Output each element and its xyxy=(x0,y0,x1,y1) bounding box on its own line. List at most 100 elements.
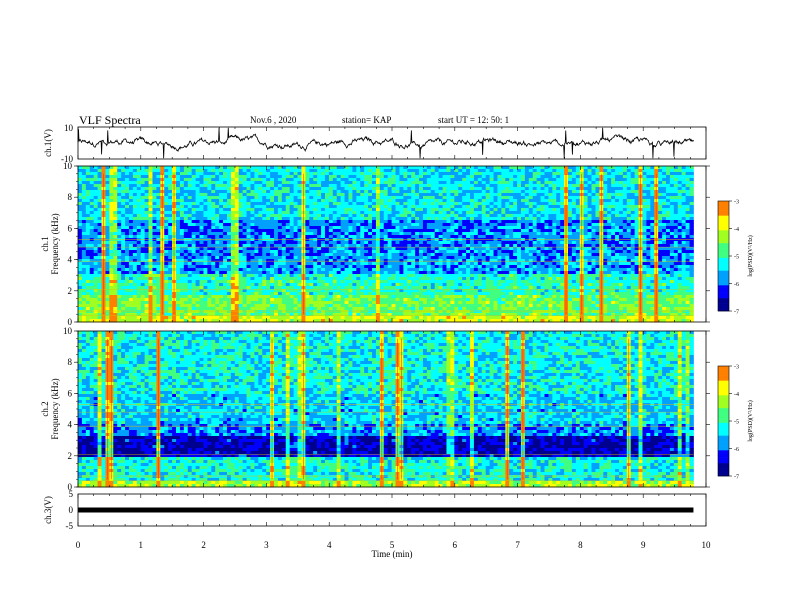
spectrogram-cell xyxy=(379,223,385,227)
spectrogram-cell xyxy=(113,190,118,194)
spectrogram-cell xyxy=(615,205,620,209)
spectrogram-cell xyxy=(493,211,498,215)
spectrogram-cell xyxy=(595,196,600,200)
spectrogram-cell xyxy=(176,226,181,230)
spectrogram-cell xyxy=(611,202,616,206)
spectrogram-cell xyxy=(140,193,146,197)
spectrogram-cell xyxy=(128,220,134,224)
spectrogram-cell xyxy=(305,190,310,194)
spectrogram-cell xyxy=(509,220,514,224)
spectrogram-cell xyxy=(540,235,545,239)
spectrogram-cell xyxy=(466,178,471,182)
spectrogram-cell xyxy=(238,223,244,227)
spectrogram-cell xyxy=(168,229,173,233)
spectrogram-cell xyxy=(462,238,467,242)
spectrogram-cell xyxy=(262,241,267,245)
spectrogram-cell xyxy=(328,196,334,200)
spectrogram-cell xyxy=(344,253,349,257)
spectrogram-cell xyxy=(85,232,91,236)
spectrogram-cell xyxy=(595,223,600,227)
spectrogram-cell xyxy=(442,232,447,236)
spectrogram-cell xyxy=(560,241,565,245)
spectrogram-cell xyxy=(375,214,381,218)
spectrogram-cell xyxy=(473,232,479,236)
spectrogram-cell xyxy=(281,175,287,179)
spectrogram-cell xyxy=(517,211,522,215)
spectrogram-cell xyxy=(168,187,173,191)
spectrogram-cell xyxy=(395,178,400,182)
spectrogram-cell xyxy=(230,166,236,170)
spectrogram-cell xyxy=(446,229,451,233)
spectrogram-cell xyxy=(489,229,494,233)
spectrogram-cell xyxy=(226,238,232,242)
spectrogram-cell xyxy=(446,205,451,209)
spectrogram-cell xyxy=(97,172,102,176)
spectrogram-cell xyxy=(458,235,463,239)
spectrogram-cell xyxy=(611,196,616,200)
spectrogram-cell xyxy=(520,202,526,206)
spectrogram-cell xyxy=(211,244,216,248)
spectrogram-cell xyxy=(234,253,240,257)
spectrogram-cell xyxy=(321,253,326,257)
spectrogram-cell xyxy=(352,169,357,173)
spectrogram-cell xyxy=(470,217,475,221)
spectrogram-cell xyxy=(473,199,479,203)
spectrogram-cell xyxy=(176,199,181,203)
spectrogram-cell xyxy=(458,247,463,251)
spectrogram-cell xyxy=(485,235,490,239)
spectrogram-cell xyxy=(485,253,490,257)
spectrogram-cell xyxy=(497,241,502,245)
spectrogram-cell xyxy=(195,190,200,194)
spectrogram-cell xyxy=(391,247,396,251)
spectrogram-cell xyxy=(93,166,98,170)
spectrogram-cell xyxy=(419,232,424,236)
spectrogram-cell xyxy=(611,226,616,230)
spectrogram-cell xyxy=(568,181,573,185)
spectrogram-cell xyxy=(375,256,381,260)
spectrogram-cell xyxy=(532,220,538,224)
spectrogram-cell xyxy=(681,196,686,200)
spectrogram-cell xyxy=(93,214,98,218)
spectrogram-cell xyxy=(505,187,510,191)
spectrogram-cell xyxy=(673,241,679,245)
spectrogram-cell xyxy=(109,220,114,224)
spectrogram-cell xyxy=(230,184,236,188)
spectrogram-cell xyxy=(446,208,451,212)
spectrogram-cell xyxy=(509,217,514,221)
spectrogram-cell xyxy=(352,247,357,251)
spectrogram-cell xyxy=(575,223,581,227)
spectrogram-cell xyxy=(395,199,400,203)
spectrogram-cell xyxy=(128,208,134,212)
spectrogram-cell xyxy=(336,172,342,176)
spectrogram-cell xyxy=(293,217,298,221)
spectrogram-cell xyxy=(97,205,102,209)
spectrogram-cell xyxy=(544,223,549,227)
spectrogram-cell xyxy=(81,202,87,206)
spectrogram-cell xyxy=(125,232,130,236)
spectrogram-cell xyxy=(509,208,514,212)
spectrogram-cell xyxy=(183,220,189,224)
spectrogram-cell xyxy=(473,229,479,233)
spectrogram-cell xyxy=(364,166,369,170)
spectrogram-cell xyxy=(234,196,240,200)
spectrogram-cell xyxy=(183,178,189,182)
spectrogram-cell xyxy=(611,190,616,194)
spectrogram-cell xyxy=(383,166,389,170)
spectrogram-cell xyxy=(509,181,514,185)
spectrogram-cell xyxy=(277,178,283,182)
spectrogram-cell xyxy=(117,217,122,221)
spectrogram-cell xyxy=(505,208,510,212)
spectrogram-cell xyxy=(109,187,114,191)
spectrogram-cell xyxy=(309,223,314,227)
spectrogram-cell xyxy=(195,214,200,218)
spectrogram-cell xyxy=(148,211,153,215)
spectrogram-cell xyxy=(297,184,302,188)
spectrogram-cell xyxy=(430,172,436,176)
spectrogram-cell xyxy=(575,193,581,197)
spectrogram-cell xyxy=(128,223,134,227)
spectrogram-cell xyxy=(128,172,134,176)
spectrogram-cell xyxy=(195,184,200,188)
spectrogram-cell xyxy=(548,193,553,197)
spectrogram-cell xyxy=(501,238,506,242)
spectrogram-cell xyxy=(152,259,157,263)
